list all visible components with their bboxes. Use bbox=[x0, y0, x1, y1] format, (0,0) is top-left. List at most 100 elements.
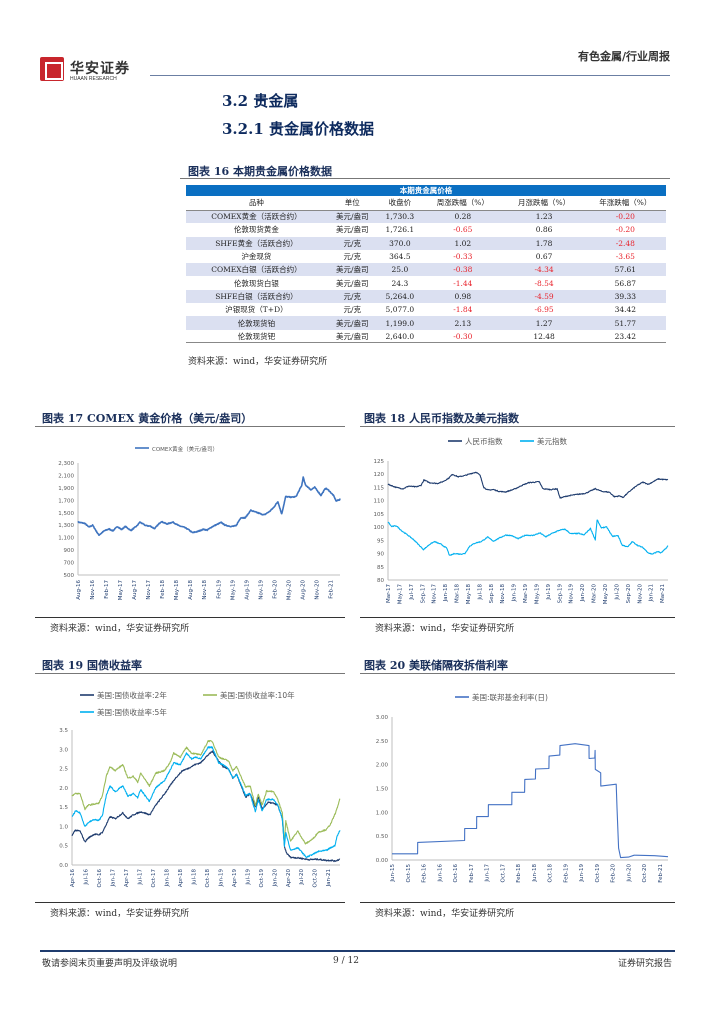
series-line bbox=[387, 519, 669, 556]
table-cell: 美元/盎司 bbox=[335, 331, 369, 341]
table-cell: 1,730.3 bbox=[377, 210, 423, 224]
x-tick-label: Mar-20 bbox=[592, 584, 598, 604]
legend-label: 美国:国债收益率:10年 bbox=[220, 690, 295, 700]
y-tick-label: 120 bbox=[374, 472, 385, 478]
y-tick-label: 1.0 bbox=[59, 824, 68, 830]
figure-divider bbox=[360, 673, 675, 674]
x-tick-label: Nov-16 bbox=[90, 580, 96, 600]
y-tick-label: 1,700 bbox=[58, 498, 74, 504]
treasury-yield-chart: 0.0 0.5 1.0 1.5 2.0 2.5 3.0 3.5 Apr-16 Jul-16 Oct-… bbox=[59, 690, 341, 888]
x-tick-label: Aug-20 bbox=[300, 580, 306, 600]
x-tick-label: Jul-19 bbox=[546, 584, 552, 601]
table-cell: -0.65 bbox=[453, 225, 473, 235]
table-cell: 沪银现货（T+D） bbox=[225, 305, 288, 315]
table-figure-title: 图表 16 本期贵金属价格数据 bbox=[188, 165, 332, 178]
figure-divider bbox=[360, 426, 675, 427]
table-cell: SHFE白银（活跃合约） bbox=[186, 289, 327, 304]
table-cell: 美元/盎司 bbox=[335, 225, 369, 235]
table-cell: 0.67 bbox=[535, 252, 553, 262]
x-tick-label: Oct-20 bbox=[642, 864, 648, 883]
y-tick-label: 2.00 bbox=[376, 763, 389, 769]
table-row: SHFE黄金（活跃合约） 元/克 370.0 1.02 1.78 -2.48 bbox=[186, 236, 666, 250]
column-header: 收盘价 bbox=[377, 196, 423, 211]
x-tick-label: Aug-16 bbox=[76, 580, 82, 600]
table-cell: 1.27 bbox=[503, 316, 585, 330]
table-cell: 370.0 bbox=[377, 236, 423, 250]
y-tick-label: 1,300 bbox=[58, 523, 74, 529]
x-tick-label: Oct-16 bbox=[453, 864, 459, 883]
table-cell: 伦敦现货铂 bbox=[186, 316, 327, 330]
table-row: 伦敦现货铂 美元/盎司 1,199.0 2.13 1.27 51.77 bbox=[186, 316, 666, 330]
table-caption: 本期贵金属价格 bbox=[186, 185, 666, 196]
table-cell: 12.48 bbox=[533, 331, 555, 341]
chart-source: 资料来源：wind，华安证券研究所 bbox=[50, 909, 190, 919]
table-cell: -1.44 bbox=[453, 278, 473, 288]
series-line bbox=[387, 471, 669, 499]
legend-label: 美国:国债收益率:2年 bbox=[97, 690, 167, 700]
figure-divider bbox=[360, 902, 675, 903]
x-tick-label: Apr-17 bbox=[124, 869, 130, 888]
chart-title: 图表 19 国债收益率 bbox=[42, 659, 142, 672]
table-cell: COMEX白银（活跃合约） bbox=[186, 263, 327, 277]
x-tick-label: Feb-19 bbox=[216, 580, 222, 599]
table-cell: -0.38 bbox=[422, 263, 504, 277]
x-tick-label: May-18 bbox=[174, 580, 180, 601]
table-cell: -8.54 bbox=[534, 278, 554, 288]
table-cell: 25.0 bbox=[377, 263, 423, 277]
logo-icon bbox=[40, 57, 64, 81]
table-cell: 57.61 bbox=[584, 263, 666, 277]
table-row: 伦敦现货白银 美元/盎司 24.3 -1.44 -8.54 56.87 bbox=[186, 276, 666, 289]
subsection-heading: 3.2.1 贵金属价格数据 bbox=[222, 120, 374, 138]
table-cell: 1,199.0 bbox=[377, 316, 423, 330]
table-cell: -1.84 bbox=[453, 305, 473, 315]
table-source: 资料来源：wind，华安证券研究所 bbox=[188, 357, 328, 367]
x-tick-label: Oct-18 bbox=[205, 869, 211, 888]
y-tick-label: 500 bbox=[64, 573, 75, 579]
x-tick-label: Jun-20 bbox=[626, 864, 632, 883]
chart-source: 资料来源：wind，华安证券研究所 bbox=[375, 624, 515, 634]
x-tick-label: Apr-16 bbox=[70, 869, 76, 888]
precious-metals-table: 本期贵金属价格 品种 单位 收盘价 周涨跌幅（%） 月涨跌幅（%） 年涨跌幅（%） COM… bbox=[186, 185, 666, 344]
x-tick-label: Oct-20 bbox=[313, 869, 319, 888]
page-number: 9 / 12 bbox=[333, 956, 359, 966]
y-tick-label: 1,500 bbox=[58, 511, 74, 517]
table-cell: 1.02 bbox=[422, 236, 504, 250]
y-tick-label: 900 bbox=[64, 548, 75, 554]
column-header: 年涨跌幅（%） bbox=[584, 196, 666, 211]
y-tick-label: 80 bbox=[377, 578, 384, 584]
x-tick-label: Feb-18 bbox=[160, 580, 166, 599]
x-tick-label: Jul-20 bbox=[614, 584, 620, 601]
table-row: 伦敦现货黄金 美元/盎司 1,726.1 -0.65 0.86 -0.20 bbox=[186, 223, 666, 236]
y-tick-label: 95 bbox=[377, 538, 384, 544]
x-tick-label: Nov-19 bbox=[569, 584, 575, 604]
table-cell: 美元/盎司 bbox=[335, 278, 369, 288]
footer-divider bbox=[40, 950, 675, 952]
x-tick-label: May-20 bbox=[603, 584, 609, 605]
column-header: 周涨跌幅（%） bbox=[422, 196, 504, 211]
table-cell: 伦敦现货白银 bbox=[233, 278, 279, 288]
y-tick-label: 1,900 bbox=[58, 486, 74, 492]
table-row: SHFE白银（活跃合约） 元/克 5,264.0 0.98 -4.59 39.33 bbox=[186, 289, 666, 304]
table-cell: 元/克 bbox=[326, 289, 378, 304]
table-cell: 伦敦现货钯 bbox=[237, 331, 276, 341]
chart-title: 图表 20 美联储隔夜拆借利率 bbox=[364, 659, 508, 672]
table-cell: 39.33 bbox=[584, 289, 666, 304]
table-cell: 0.28 bbox=[422, 210, 504, 224]
y-tick-label: 110 bbox=[374, 499, 385, 505]
x-tick-label: Nov-20 bbox=[314, 580, 320, 600]
x-tick-label: Oct-17 bbox=[500, 864, 506, 883]
legend-label: 美国:联邦基金利率(日) bbox=[472, 692, 548, 702]
figure-divider bbox=[35, 673, 345, 674]
table-cell: -0.33 bbox=[453, 252, 473, 262]
x-tick-label: Jun-17 bbox=[485, 864, 491, 883]
x-tick-label: Feb-21 bbox=[328, 580, 334, 599]
logo-subtext: HUAAN RESEARCH bbox=[70, 76, 117, 82]
column-header: 品种 bbox=[186, 196, 327, 211]
table-cell: -4.34 bbox=[503, 263, 585, 277]
x-tick-label: Sep-17 bbox=[420, 584, 426, 604]
table-cell: 元/克 bbox=[343, 252, 361, 262]
table-cell: 364.5 bbox=[389, 252, 411, 262]
x-tick-label: Jul-16 bbox=[83, 869, 89, 886]
section-heading: 3.2 贵金属 bbox=[222, 92, 299, 110]
y-tick-label: 0.0 bbox=[59, 863, 68, 869]
